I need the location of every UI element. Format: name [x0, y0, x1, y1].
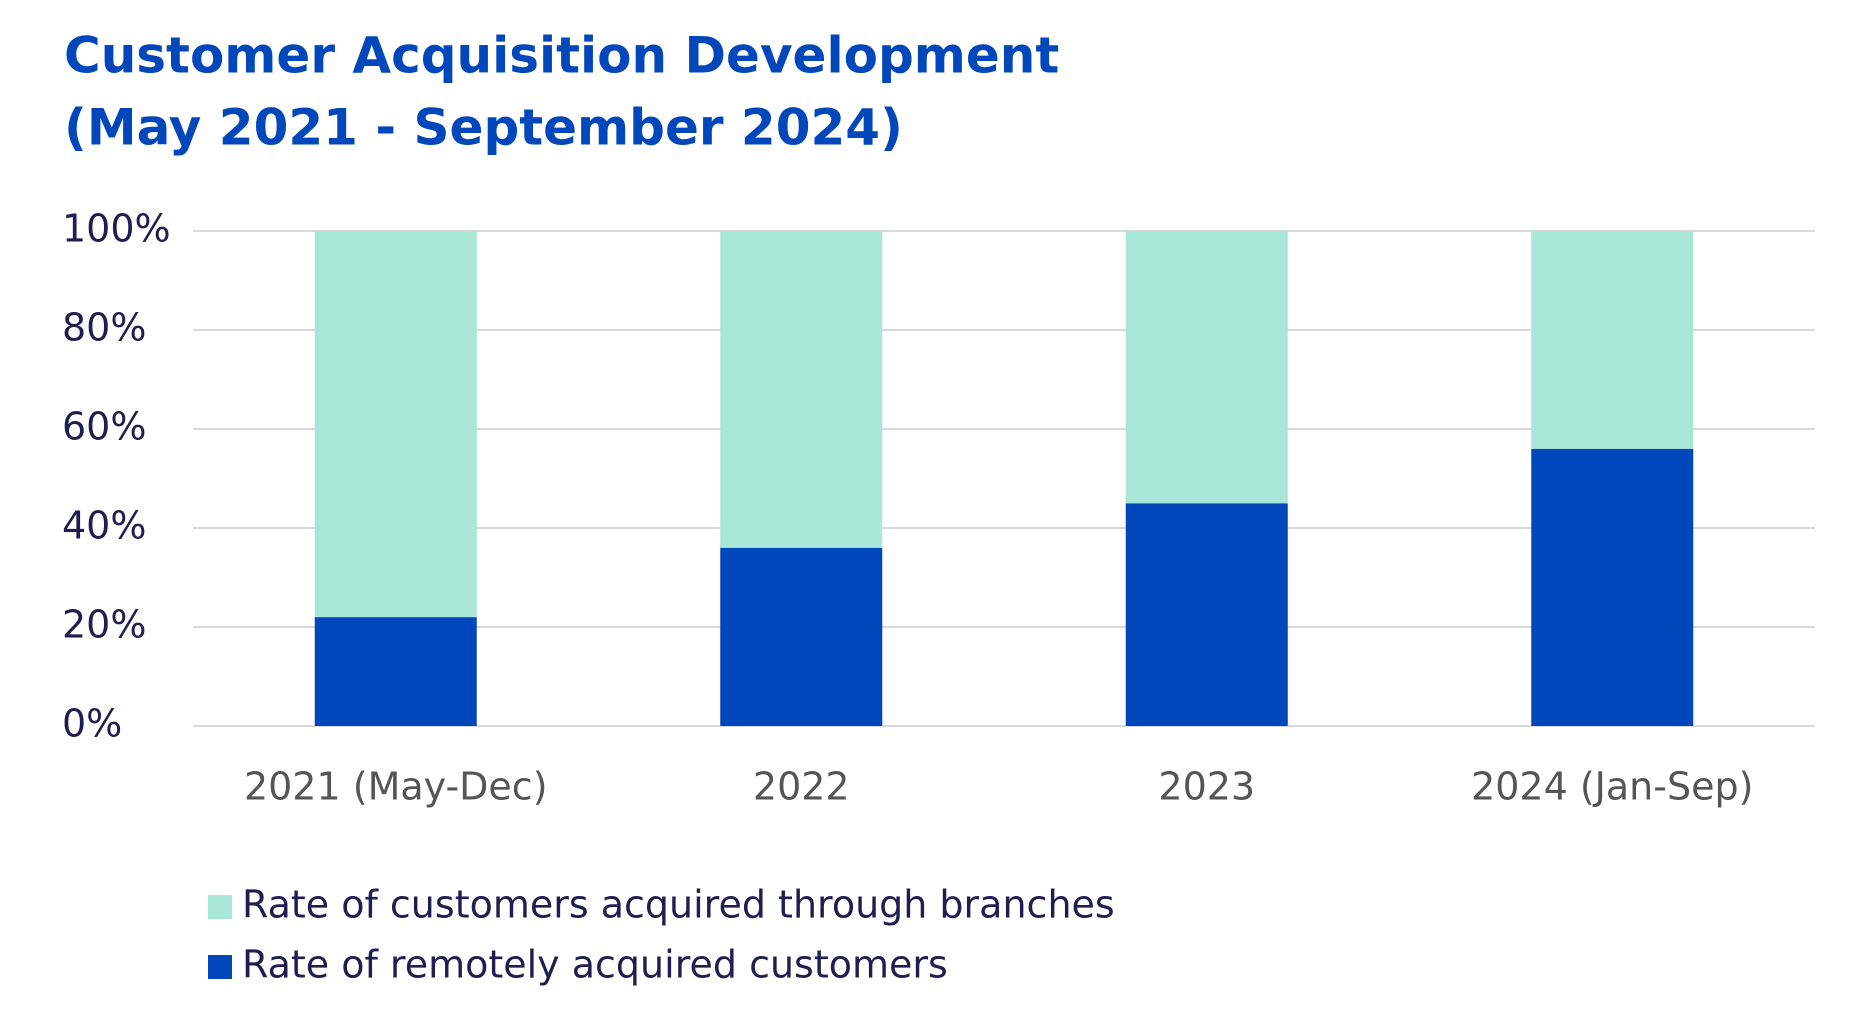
bar-segment: [314, 231, 477, 618]
legend-swatch: [208, 895, 232, 919]
x-tick-label: 2023: [1158, 765, 1255, 809]
y-tick-label: 100%: [62, 207, 171, 251]
x-tick-label: 2024 (Jan-Sep): [1471, 765, 1753, 809]
chart-subtitle: (May 2021 - September 2024): [64, 99, 903, 157]
legend-label: Rate of remotely acquired customers: [242, 943, 948, 987]
y-tick-label: 40%: [62, 504, 146, 548]
x-tick-label: 2021 (May-Dec): [244, 765, 548, 809]
legend-swatch: [208, 955, 232, 979]
legend-label: Rate of customers acquired through branc…: [242, 883, 1115, 927]
y-tick-label: 20%: [62, 603, 146, 647]
bar-segment: [314, 617, 477, 726]
y-tick-label: 60%: [62, 405, 146, 449]
bar-segment: [720, 231, 883, 548]
x-tick-label: 2022: [753, 765, 850, 809]
y-tick-label: 80%: [62, 306, 146, 350]
bar-segment: [720, 547, 883, 726]
chart-title: Customer Acquisition Development: [64, 27, 1059, 85]
bar-segment: [1125, 231, 1288, 504]
bar-segment: [1531, 448, 1694, 726]
bar-segment: [1125, 503, 1288, 726]
y-tick-label: 0%: [62, 702, 122, 746]
bar-segment: [1531, 231, 1694, 449]
